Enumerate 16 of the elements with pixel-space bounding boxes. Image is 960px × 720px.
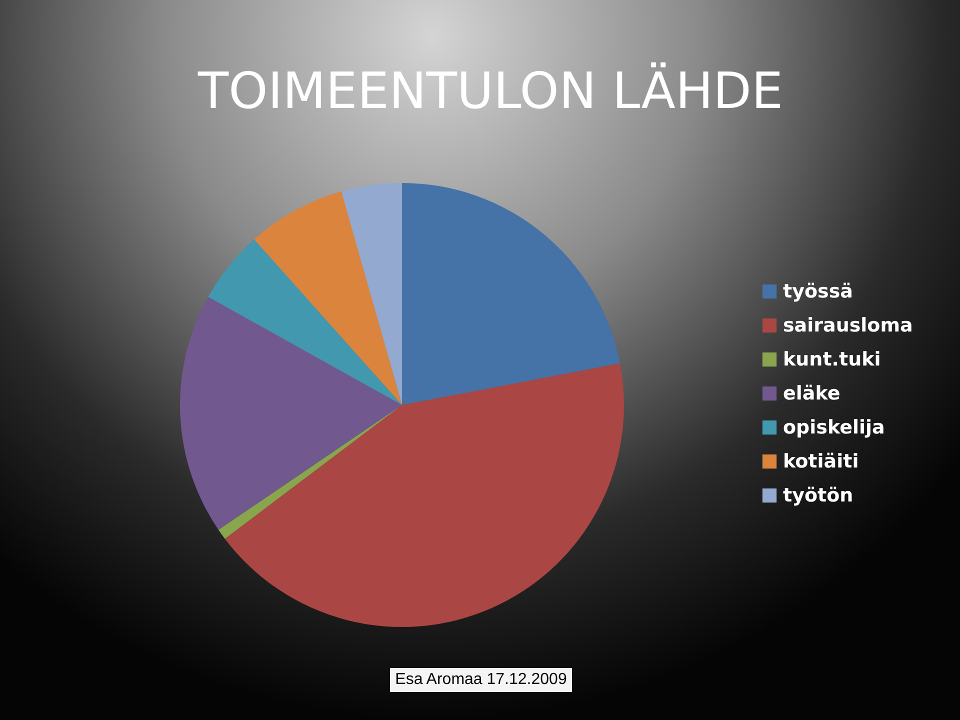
pie-slice (341, 183, 402, 405)
pie-slice (224, 363, 624, 627)
legend-label: kotiäiti (783, 450, 859, 472)
legend-label: opiskelija (783, 416, 885, 438)
pie-slice (254, 191, 402, 405)
pie-slice (180, 296, 402, 530)
legend-label: sairausloma (783, 314, 913, 336)
pie-slice (218, 405, 402, 539)
chart-title: TOIMEENTULON LÄHDE (197, 62, 784, 120)
pie-slice (402, 183, 620, 405)
legend-label: työtön (783, 484, 854, 506)
pie-slice (208, 239, 402, 405)
legend-label: kunt.tuki (783, 348, 881, 370)
legend-label: työssä (783, 280, 853, 302)
text: Esa Aromaa 17.12.2009 (390, 668, 572, 692)
legend-label: eläke (783, 382, 840, 404)
